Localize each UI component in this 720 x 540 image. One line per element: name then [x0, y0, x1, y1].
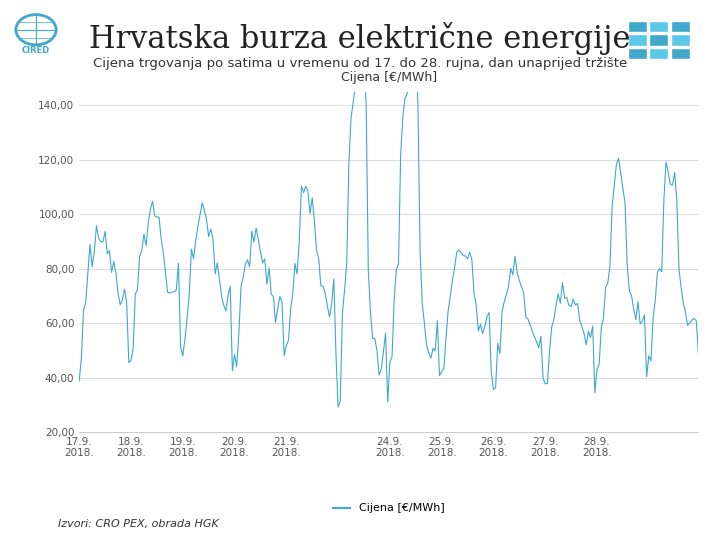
- Cijena [€/MWh]: [390, 296, 398, 302]
- Cijena [€/MWh]: [644, 353, 653, 359]
- Bar: [671, 48, 690, 59]
- Text: Cijena trgovanja po satima u vremenu od 17. do 28. rujna, dan unaprijed tržište: Cijena trgovanja po satima u vremenu od …: [93, 57, 627, 70]
- Bar: [671, 21, 690, 32]
- Cijena [€/MWh]: [409, 23, 418, 29]
- Bar: [649, 21, 668, 32]
- Bar: [649, 34, 668, 46]
- Bar: [628, 34, 647, 46]
- Cijena [€/MWh]: [129, 346, 138, 352]
- Bar: [671, 34, 690, 46]
- Bar: [649, 48, 668, 59]
- Cijena [€/MWh]: [334, 404, 343, 410]
- Bar: [628, 48, 647, 59]
- Cijena [€/MWh]: [694, 350, 703, 357]
- Title: Cijena [€/MWh]: Cijena [€/MWh]: [341, 71, 437, 84]
- Text: Hrvatska burza električne energije: Hrvatska burza električne energije: [89, 22, 631, 55]
- Legend: Cijena [€/MWh]: Cijena [€/MWh]: [329, 499, 449, 518]
- Cijena [€/MWh]: [599, 315, 608, 321]
- Cijena [€/MWh]: [610, 182, 618, 188]
- Line: Cijena [€/MWh]: Cijena [€/MWh]: [79, 26, 698, 407]
- Text: Izvori: CRO PEX, obrada HGK: Izvori: CRO PEX, obrada HGK: [58, 519, 218, 529]
- Cijena [€/MWh]: [75, 378, 84, 384]
- Bar: [628, 21, 647, 32]
- Cijena [€/MWh]: [625, 288, 634, 294]
- Text: CIRED: CIRED: [22, 46, 50, 55]
